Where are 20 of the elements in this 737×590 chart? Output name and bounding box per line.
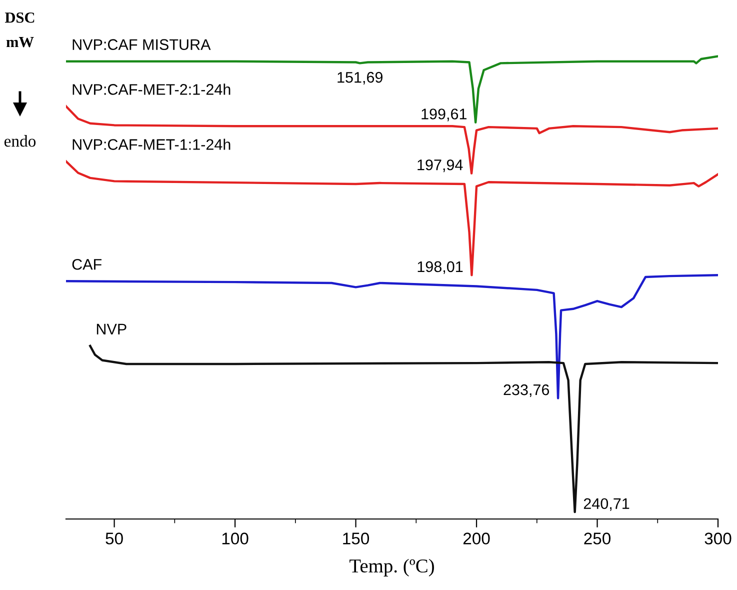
x-tick-label: 50 — [106, 532, 123, 544]
series-label: NVP:CAF-MET-1:1-24h — [72, 138, 230, 150]
y-axis-title: DSC mW — [4, 12, 34, 48]
x-tick-label: 200 — [463, 532, 490, 544]
x-tick-label: 150 — [343, 532, 370, 544]
series-label: NVP — [96, 324, 126, 334]
x-tick-label: 100 — [222, 532, 248, 544]
series-label: NVP:CAF-MET-2:1-24h — [72, 84, 230, 95]
series-label: NVP:CAF MISTURA — [72, 39, 211, 50]
text: endo — [4, 135, 36, 147]
annotation: 199,61 — [422, 108, 467, 122]
annotation: 197,94 — [418, 159, 463, 172]
annotation: 233,76 — [504, 384, 550, 398]
x-tick-label: 300 — [704, 532, 732, 544]
x-axis-title: Temp. (ºC) — [350, 558, 434, 576]
annotation: 240,71 — [584, 498, 630, 511]
annotation: 151,69 — [338, 72, 382, 85]
series-label: CAF — [72, 258, 102, 270]
annotation: 198,01 — [418, 261, 463, 274]
x-tick-label: 250 — [584, 532, 611, 544]
